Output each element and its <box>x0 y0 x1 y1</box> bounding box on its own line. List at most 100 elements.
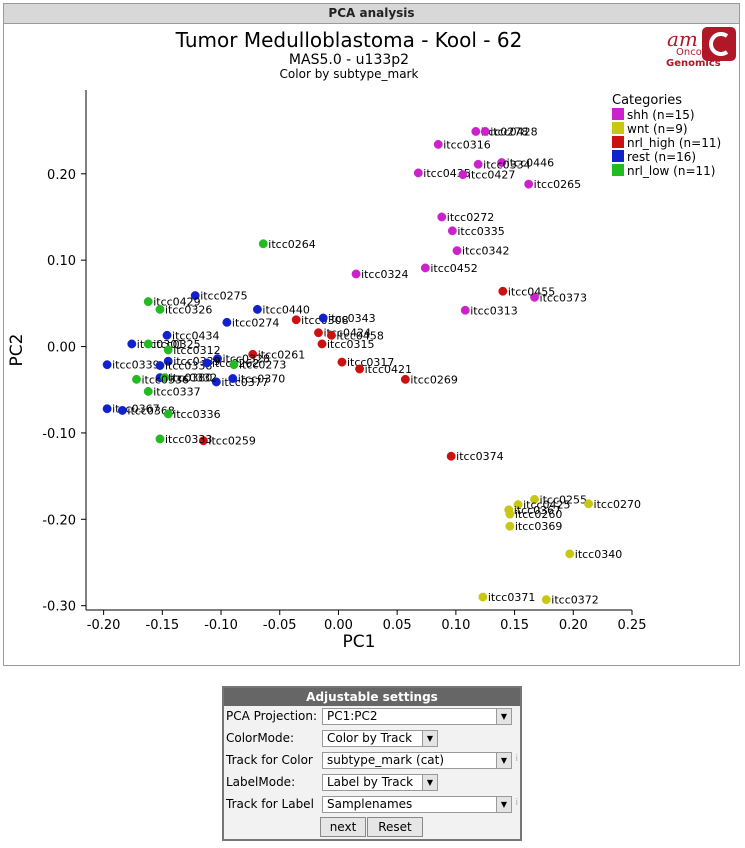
chart-title: Tumor Medulloblastoma - Kool - 62 <box>175 28 523 52</box>
legend-label: wnt (n=9) <box>627 122 688 136</box>
chevron-down-icon[interactable]: ▼ <box>422 775 437 790</box>
data-point-label: itcc0368 <box>127 404 174 417</box>
data-point <box>102 404 112 414</box>
x-tick-label: -0.05 <box>263 618 297 633</box>
data-point <box>317 339 327 349</box>
data-point-label: itcc0440 <box>262 303 309 316</box>
data-point-label: itcc0371 <box>488 591 535 604</box>
data-point <box>400 374 410 384</box>
track-for-label-label: Track for Label <box>226 797 314 811</box>
data-point <box>202 358 212 368</box>
data-point <box>143 339 153 349</box>
data-point <box>541 595 551 605</box>
legend-swatch <box>612 108 624 120</box>
data-point-label: itcc0332 <box>170 372 217 385</box>
data-point-label: itcc0316 <box>443 138 490 151</box>
reset-button[interactable]: Reset <box>367 817 423 837</box>
info-icon[interactable]: i <box>515 798 518 808</box>
data-point <box>337 357 347 367</box>
data-point-label: itcc0339 <box>112 359 159 372</box>
x-tick-label: -0.15 <box>146 618 180 633</box>
data-point-label: itcc0313 <box>470 304 517 317</box>
x-tick-label: 0.15 <box>500 618 529 633</box>
legend-swatch <box>612 164 624 176</box>
data-point <box>198 436 208 446</box>
legend-swatch <box>612 122 624 134</box>
data-point <box>437 212 447 222</box>
data-point <box>314 328 323 338</box>
data-point <box>163 356 173 366</box>
data-point-label: itcc0274 <box>232 316 279 329</box>
logo-genomics: Genomics <box>666 58 721 69</box>
data-point <box>505 509 515 519</box>
data-point <box>222 317 232 327</box>
data-point-label: itcc0367 <box>514 504 561 517</box>
data-point-label: itcc0336 <box>173 408 220 421</box>
colormode-value: Color by Track <box>327 731 413 745</box>
data-point-label: itcc0334 <box>483 158 530 171</box>
pca-projection-select[interactable]: PC1:PC2 ▼ <box>322 708 512 725</box>
logo-onco: Onco <box>676 47 702 58</box>
data-point-label: itcc0340 <box>575 548 622 561</box>
data-point <box>584 499 594 509</box>
data-point-label: itcc0270 <box>594 498 641 511</box>
data-point <box>102 360 112 370</box>
data-point-label: itcc0312 <box>173 344 220 357</box>
data-point-label: itcc0275 <box>200 290 247 303</box>
data-point <box>155 434 165 444</box>
data-point-label: itcc0260 <box>515 508 562 521</box>
chart-subtitle2: Color by subtype_mark <box>280 67 419 81</box>
data-point <box>132 374 141 384</box>
logo-am: am <box>667 27 698 51</box>
data-point <box>228 374 238 383</box>
data-point-label: itcc0343 <box>328 312 375 325</box>
settings-row-track-for-color: Track for Color subtype_mark (cat) ▼ i <box>224 750 520 772</box>
data-point <box>291 315 301 325</box>
data-point-label: itcc0326 <box>165 303 212 316</box>
settings-row-colormode: ColorMode: Color by Track ▼ <box>224 728 520 750</box>
track-for-label-select[interactable]: Samplenames ▼ <box>322 796 512 813</box>
data-point <box>155 361 165 370</box>
legend-swatch <box>612 136 624 148</box>
x-tick-label: 0.25 <box>618 618 647 633</box>
labelmode-value: Label by Track <box>327 775 414 789</box>
chevron-down-icon[interactable]: ▼ <box>496 753 511 768</box>
legend-swatch <box>612 150 624 162</box>
oncogenomics-logo: am Onco Genomics <box>664 26 739 70</box>
data-point-label: itcc0259 <box>208 435 255 448</box>
data-point <box>143 297 153 307</box>
y-axis-label: PC2 <box>7 334 27 367</box>
data-point-label: itcc0337 <box>153 385 200 398</box>
chevron-down-icon[interactable]: ▼ <box>496 797 511 812</box>
data-point-label: itcc0338 <box>165 360 212 373</box>
data-point <box>190 291 200 301</box>
y-tick-label: 0.10 <box>47 254 76 269</box>
data-point <box>351 269 361 279</box>
data-point-label: itcc0264 <box>268 238 315 251</box>
x-tick-label: -0.10 <box>204 618 238 633</box>
data-point-label: itcc0336 <box>141 373 188 386</box>
data-point-label: itcc0370 <box>238 373 285 386</box>
data-point <box>497 158 507 168</box>
x-tick-label: -0.20 <box>87 618 121 633</box>
data-point-label: itcc0446 <box>507 157 554 170</box>
next-button[interactable]: next <box>320 817 366 837</box>
data-point-label: itcc0434 <box>172 329 219 342</box>
settings-buttons: next Reset <box>224 816 520 838</box>
legend-label: shh (n=15) <box>627 108 695 122</box>
data-point-label: itcc0421 <box>365 363 412 376</box>
data-point <box>155 304 165 314</box>
info-icon[interactable]: i <box>515 754 518 764</box>
chevron-down-icon[interactable]: ▼ <box>496 709 511 724</box>
chevron-down-icon[interactable]: ▼ <box>422 731 437 746</box>
data-point <box>513 500 523 510</box>
labelmode-select[interactable]: Label by Track ▼ <box>322 774 438 791</box>
data-point <box>318 313 328 323</box>
x-tick-label: 0.00 <box>324 618 353 633</box>
track-for-color-select[interactable]: subtype_mark (cat) ▼ <box>322 752 512 769</box>
data-point-label: itcc0315 <box>327 338 374 351</box>
colormode-select[interactable]: Color by Track ▼ <box>322 730 438 747</box>
data-point <box>248 349 258 359</box>
data-point-label: itcc0278 <box>481 125 528 138</box>
data-point-label: itcc0427 <box>468 169 515 182</box>
